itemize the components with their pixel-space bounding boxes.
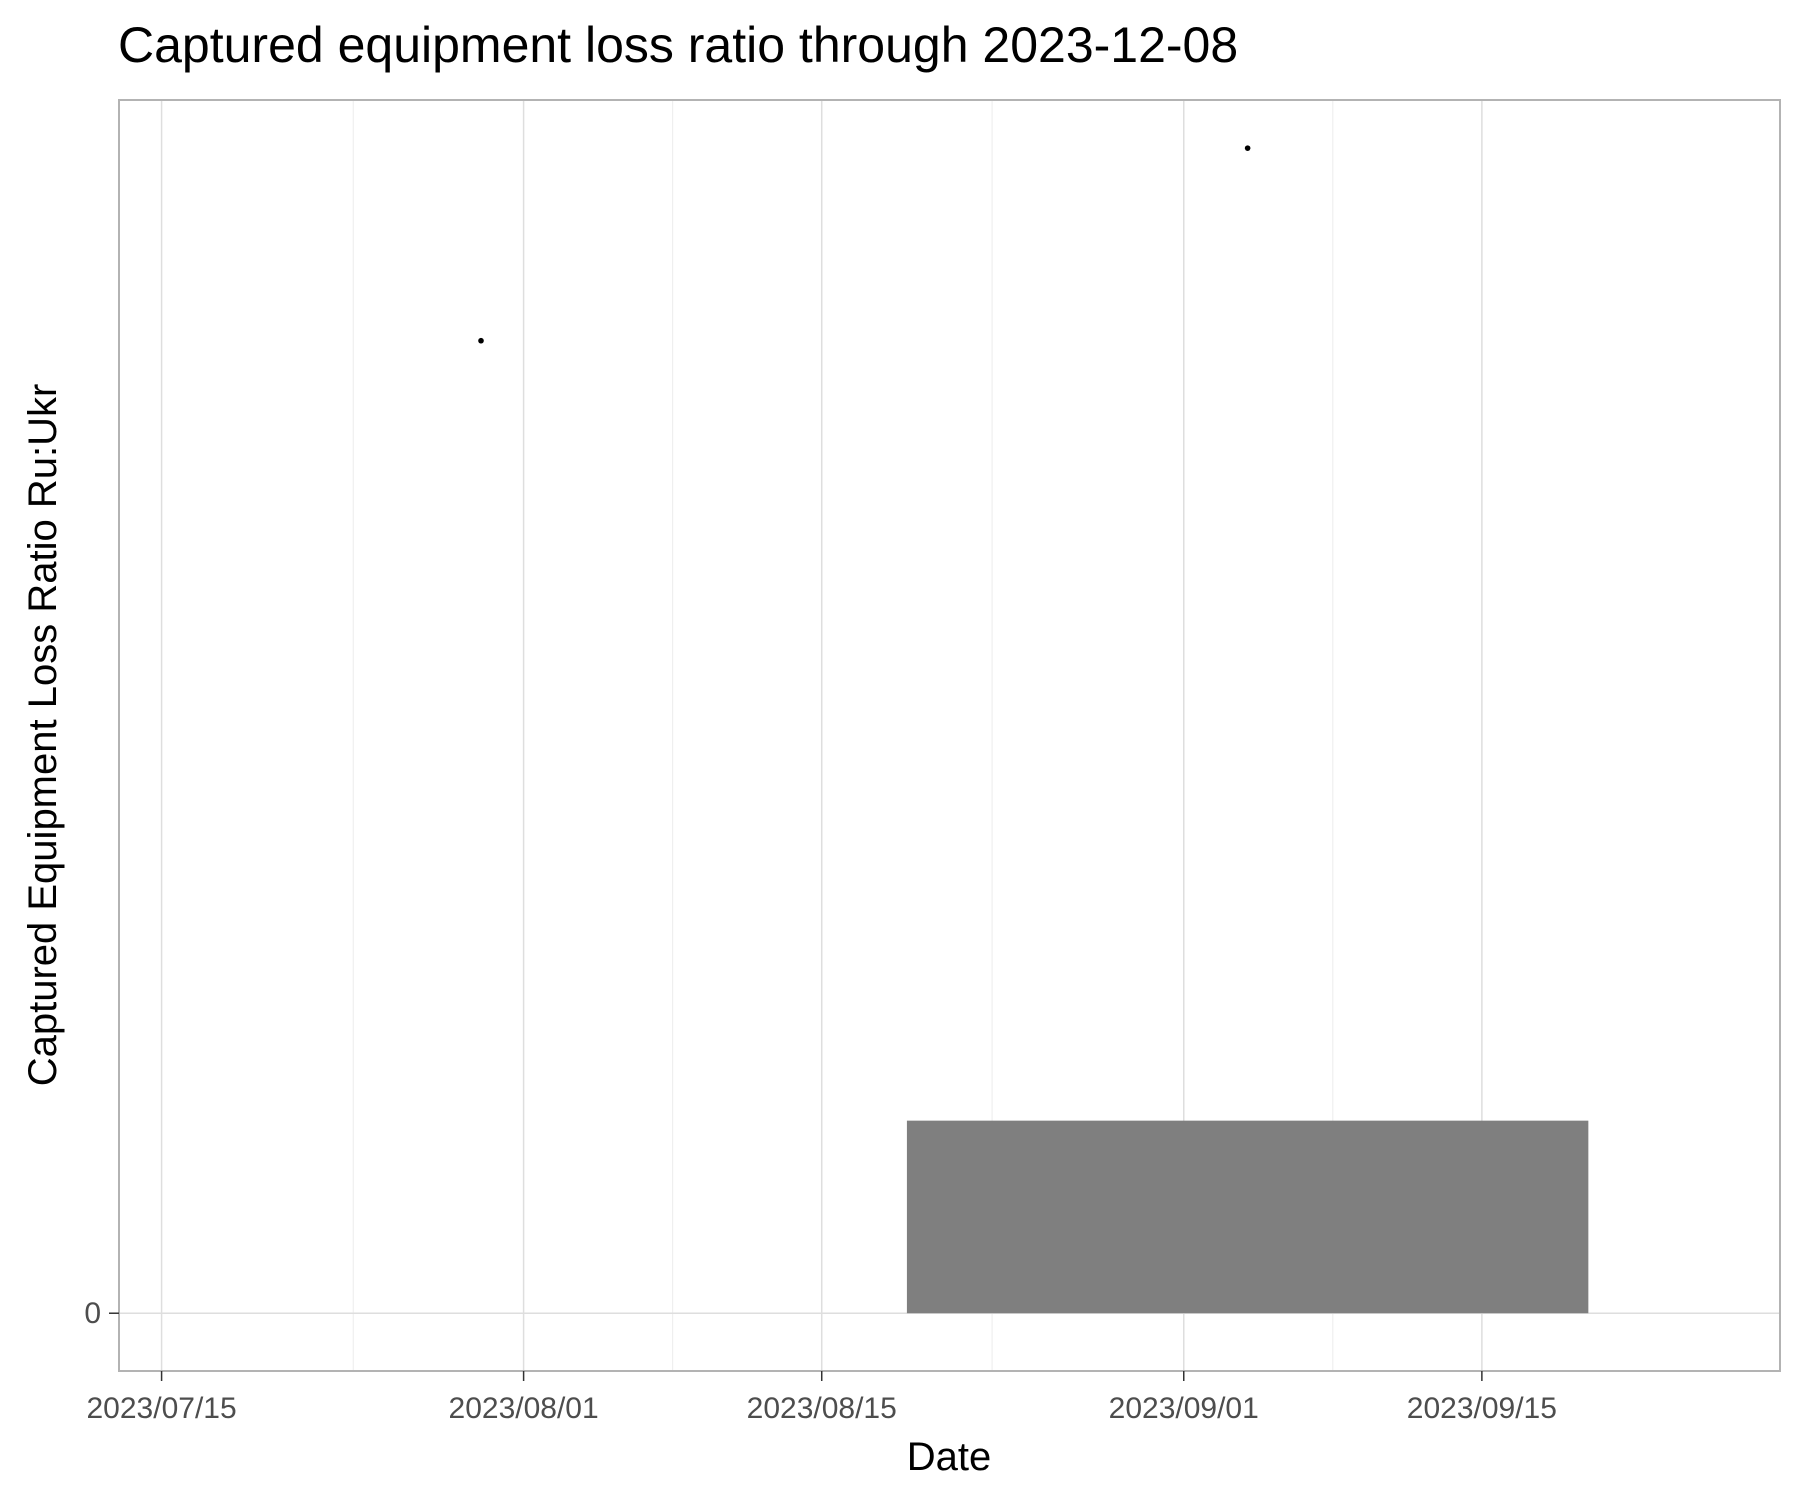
points [478,145,1251,344]
y-tick-label: 0 [84,1297,101,1330]
x-axis-ticks: 2023/07/15 2023/08/01 2023/08/15 2023/09/01… [87,1371,1557,1425]
bars [906,1120,1589,1314]
data-point [478,337,484,344]
x-axis-title: Date [907,1435,992,1479]
x-tick-label: 2023/07/15 [87,1392,237,1425]
data-point [1244,145,1251,151]
panel-border [118,99,1781,1372]
bar [906,1120,1589,1314]
y-axis-ticks: 0 [84,1297,119,1330]
x-tick-label: 2023/09/15 [1407,1392,1557,1425]
y-axis-title: Captured Equipment Loss Ratio Ru:Ukr [21,384,65,1087]
x-tick-label: 2023/08/15 [747,1392,897,1425]
x-tick-label: 2023/08/01 [449,1392,599,1425]
chart-title: Captured equipment loss ratio through 20… [118,17,1238,73]
x-tick-label: 2023/09/01 [1109,1392,1259,1425]
